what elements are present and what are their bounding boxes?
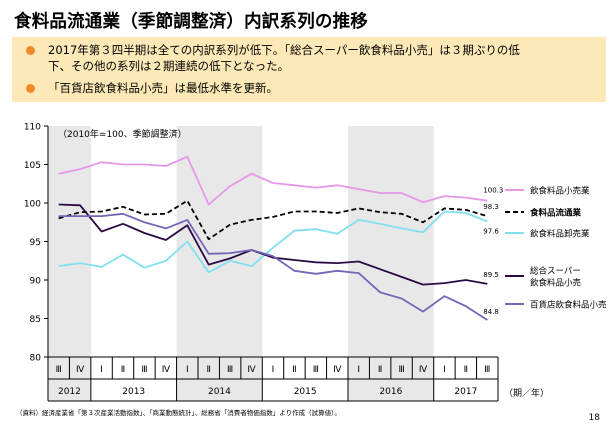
quarter-label: Ⅰ [186, 365, 189, 375]
y-tick-label: 105 [24, 161, 41, 171]
summary-text-1: 2017年第３四半期は全ての内訳系列が低下。「総合スーパー飲食料品小売」は３期ぶ… [48, 43, 520, 73]
year-label: 2016 [379, 387, 402, 397]
series-line [58, 155, 488, 206]
y-tick-label: 85 [30, 315, 41, 325]
quarter-label: Ⅳ [76, 365, 85, 375]
data-label: 84.8 [483, 308, 499, 316]
data-label: 100.3 [483, 187, 503, 195]
year-label: 2017 [454, 387, 477, 397]
quarter-label: Ⅱ [464, 365, 468, 375]
page-number: 18 [588, 413, 600, 423]
quarter-label: Ⅰ [357, 365, 360, 375]
series-line [58, 210, 488, 274]
quarter-label: Ⅳ [162, 365, 171, 375]
quarter-label: Ⅲ [227, 365, 233, 375]
year-label: 2012 [58, 387, 81, 397]
series-line [58, 199, 488, 241]
quarter-label: Ⅰ [443, 365, 446, 375]
y-tick-label: 80 [30, 354, 42, 364]
data-label: 89.5 [483, 271, 499, 279]
quarter-label: Ⅲ [313, 365, 319, 375]
year-label: 2013 [122, 387, 145, 397]
quarter-label: Ⅱ [378, 365, 382, 375]
bullet-dot-icon [26, 46, 35, 55]
quarter-label: Ⅱ [206, 365, 210, 375]
legend-label: 飲食料品卸売業 [530, 229, 590, 240]
y-tick-label: 110 [24, 123, 41, 133]
year-label: 2015 [294, 387, 317, 397]
y-tick-label: 95 [30, 238, 41, 248]
quarter-label: Ⅲ [484, 365, 490, 375]
quarter-label: Ⅳ [247, 365, 256, 375]
legend-label: 食料品流通業 [530, 208, 582, 219]
series-line [58, 203, 488, 286]
quarter-label: Ⅲ [398, 365, 404, 375]
quarter-label: Ⅱ [121, 365, 125, 375]
shaded-year-band [176, 126, 263, 401]
y-tick-label: 100 [24, 200, 41, 210]
data-label: 97.6 [483, 227, 499, 235]
quarter-label: Ⅳ [333, 365, 342, 375]
source-note: （資料）経済産業省「第３次産業活動指数」、「商業動態統計」、総務省「消費者物価指… [16, 409, 341, 417]
legend-label: 百貨店飲食料品小売 [530, 300, 607, 311]
summary-box: 2017年第３四半期は全ての内訳系列が低下。「総合スーパー飲食料品小売」は３期ぶ… [12, 37, 606, 102]
quarter-label: Ⅰ [100, 365, 103, 375]
legend-label: 飲食料品小売業 [530, 186, 590, 197]
series-line [58, 212, 488, 321]
summary-text-2: 「百貨店飲食料品小売」は最低水準を更新。 [48, 81, 278, 95]
bullet-dot-icon [26, 84, 35, 93]
legend-label: 総合スーパー飲食料品小売 [530, 266, 582, 289]
x-unit-label: （期／年） [504, 387, 549, 399]
year-label: 2014 [208, 387, 231, 397]
quarter-label: Ⅲ [56, 365, 62, 375]
page-title: 食料品流通業（季節調整済）内訳系列の推移 [14, 12, 368, 32]
quarter-label: Ⅳ [419, 365, 428, 375]
quarter-label: Ⅲ [141, 365, 147, 375]
quarter-label: Ⅰ [272, 365, 275, 375]
chart-note: （2010年=100、季節調整済） [58, 128, 187, 140]
data-label: 98.3 [483, 203, 499, 211]
quarter-label: Ⅱ [292, 365, 296, 375]
y-tick-label: 90 [30, 277, 42, 287]
